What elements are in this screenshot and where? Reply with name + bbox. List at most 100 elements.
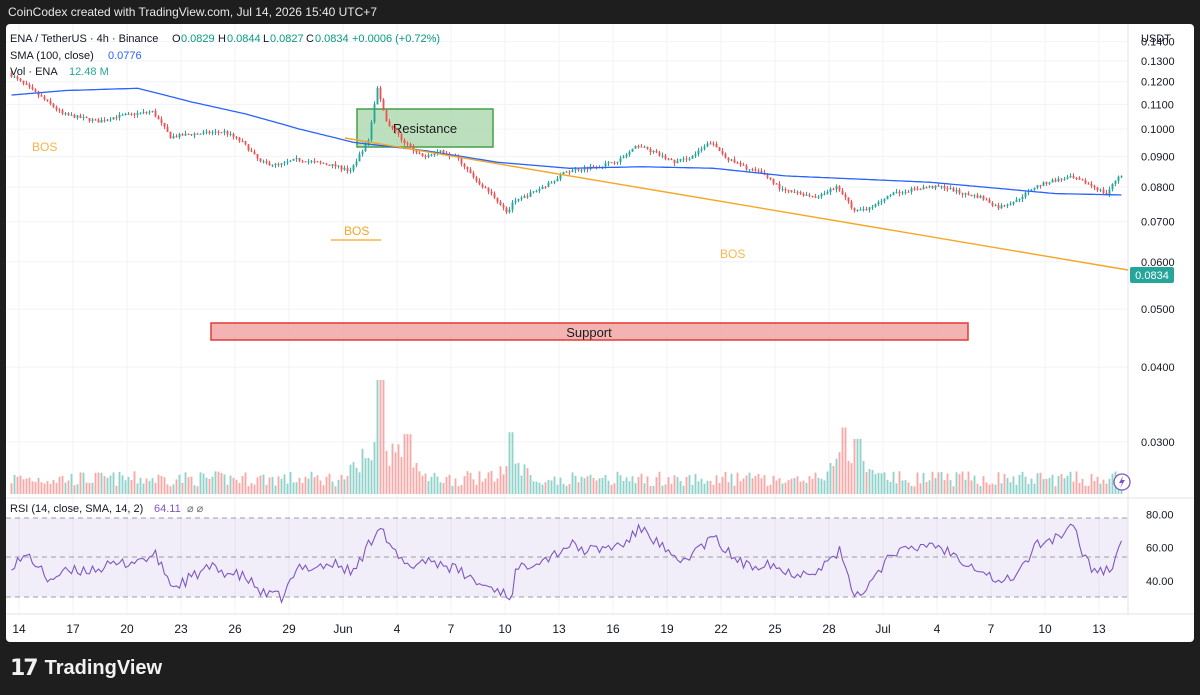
candle-body <box>655 150 658 153</box>
candle-body <box>187 133 190 135</box>
sma-line[interactable] <box>11 87 1122 196</box>
candle-body <box>583 167 586 170</box>
candle-body <box>1009 203 1012 205</box>
volume-bar <box>1009 482 1012 494</box>
candle-body <box>865 209 868 211</box>
volume-bar <box>715 475 718 494</box>
time-tick-label: 22 <box>714 622 728 636</box>
candle-body <box>571 170 574 172</box>
volume-bar <box>430 476 433 494</box>
volume-bar <box>355 467 358 494</box>
candle-body <box>775 183 778 185</box>
volume-bar <box>211 476 214 494</box>
volume-bar <box>184 472 187 494</box>
symbol-label: ENA / TetherUS · 4h · Binance <box>10 33 158 45</box>
tradingview-logo: 17 TradingView <box>10 655 162 681</box>
volume-bar <box>808 476 811 494</box>
volume-bar <box>805 482 808 494</box>
volume-bar <box>514 463 517 494</box>
volume-bar <box>934 477 937 494</box>
volume-bar <box>460 485 463 494</box>
volume-bar <box>1045 478 1048 494</box>
candle-body <box>313 161 316 163</box>
volume-bar <box>397 444 400 494</box>
candle-body <box>52 103 55 107</box>
svg-text:O: O <box>172 33 181 45</box>
svg-text:0.0776: 0.0776 <box>108 50 142 62</box>
volume-bar <box>499 466 502 494</box>
volume-bar <box>703 483 706 494</box>
volume-bar <box>937 472 940 494</box>
volume-bar <box>823 480 826 494</box>
volume-bar <box>37 477 40 494</box>
resistance-trendline[interactable] <box>344 137 1129 271</box>
candle-body <box>997 205 1000 209</box>
candle-body <box>643 146 646 148</box>
volume-bar <box>415 462 418 494</box>
volume-bar <box>658 471 661 494</box>
candle-body <box>334 164 337 167</box>
volume-bar <box>34 481 37 494</box>
volume-bar <box>1021 471 1024 494</box>
svg-text:L: L <box>263 33 269 45</box>
last-price-tag <box>1130 267 1174 283</box>
resistance-label: Resistance <box>393 121 457 136</box>
volume-bar <box>892 471 895 494</box>
rsi-hidden-icons[interactable]: ⌀ ⌀ <box>187 503 204 515</box>
price-axis[interactable]: 0.1400 0.1300 0.1200 0.1100 0.1000 0.0900 0.08… <box>1141 37 1175 449</box>
volume-bar <box>394 452 397 494</box>
candle-body <box>388 121 391 127</box>
candle-body <box>424 156 427 158</box>
candle-body <box>679 159 682 161</box>
volume-bar <box>403 434 406 494</box>
volume-bar <box>412 467 415 494</box>
volume-bar <box>868 468 871 494</box>
volume-bar <box>1069 471 1072 494</box>
volume-bar <box>832 465 835 494</box>
chart-area[interactable]: Resistance Support BOS BOS BOS ENA / Tet… <box>6 24 1194 642</box>
volume-bar <box>679 480 682 494</box>
volume-bar <box>1057 475 1060 494</box>
volume-bar <box>244 472 247 494</box>
candle-body <box>22 80 25 84</box>
volume-bar <box>154 482 157 494</box>
svg-text:0.0834: 0.0834 <box>315 33 349 45</box>
time-axis[interactable]: 14 17 20 23 26 29 Jun 4 7 10 13 16 19 22 25 28 Jul 4 7 10 13 <box>12 622 1106 636</box>
price-chart[interactable]: Resistance Support BOS BOS BOS ENA / Tet… <box>6 24 1194 642</box>
volume-bar <box>709 480 712 494</box>
candle-body <box>928 186 931 188</box>
volume-bar <box>556 484 559 494</box>
volume-bar <box>349 464 352 494</box>
volume-bar <box>157 474 160 494</box>
volume-bar <box>10 483 13 494</box>
volume-bar <box>373 442 376 494</box>
replay-icon[interactable] <box>1113 473 1131 491</box>
rsi-line[interactable] <box>11 523 1123 604</box>
volume-bar <box>829 463 832 494</box>
volume-bar <box>991 483 994 494</box>
candle-body <box>868 207 871 210</box>
candle-body <box>964 193 967 195</box>
candle-body <box>1114 180 1117 184</box>
volume-bar <box>865 471 868 494</box>
candle-body <box>331 164 334 166</box>
candle-body <box>937 185 940 187</box>
volume-bar <box>607 480 610 494</box>
candle-body <box>910 188 913 192</box>
volume-bar <box>751 478 754 494</box>
candle-body <box>520 197 523 200</box>
candle-body <box>502 205 505 208</box>
volume-bar <box>82 472 85 494</box>
candle-body <box>700 148 703 151</box>
resistance-zone[interactable] <box>356 108 494 148</box>
volume-bar <box>508 432 511 494</box>
volume-bar <box>616 471 619 494</box>
volume-bar <box>235 479 238 494</box>
volume-bar <box>379 380 382 494</box>
support-zone[interactable] <box>210 322 969 341</box>
candle-body <box>289 160 292 162</box>
volume-bar <box>901 480 904 494</box>
volume-bar <box>238 482 241 494</box>
volume-bar <box>130 479 133 494</box>
candle-body <box>124 113 127 115</box>
